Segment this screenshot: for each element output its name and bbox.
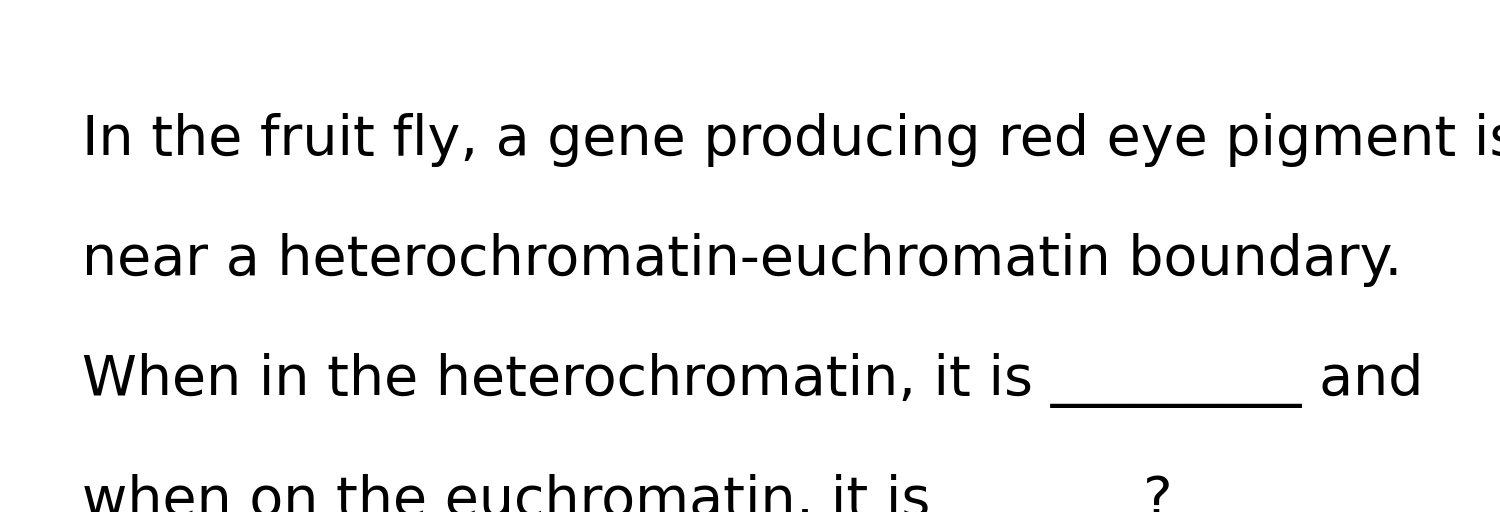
Text: When in the heterochromatin, it is _________ and: When in the heterochromatin, it is _____… xyxy=(82,353,1423,408)
Text: In the fruit fly, a gene producing red eye pigment is: In the fruit fly, a gene producing red e… xyxy=(82,113,1500,166)
Text: near a heterochromatin-euchromatin boundary.: near a heterochromatin-euchromatin bound… xyxy=(82,233,1402,287)
Text: when on the euchromatin, it is _______?: when on the euchromatin, it is _______? xyxy=(82,474,1173,512)
